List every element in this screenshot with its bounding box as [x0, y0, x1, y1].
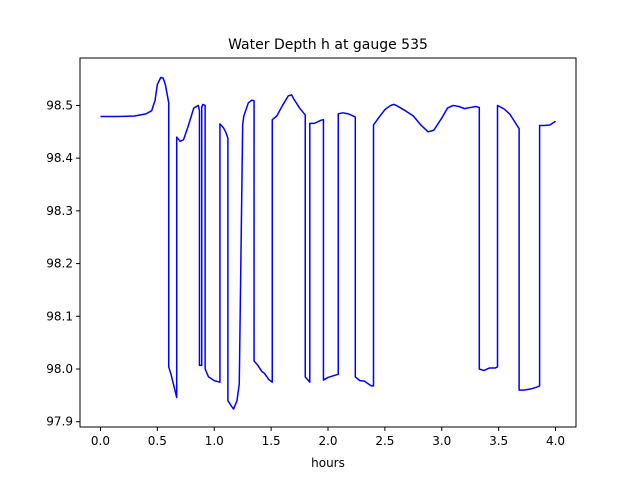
- y-tick-label: 98.5: [46, 98, 73, 112]
- x-tick-label: 2.0: [318, 434, 337, 448]
- x-tick-label: 3.0: [432, 434, 451, 448]
- series-line: [100, 76, 556, 410]
- x-axis-label: hours: [311, 456, 345, 470]
- x-tick-label: 1.0: [205, 434, 224, 448]
- y-tick-label: 97.9: [46, 415, 73, 429]
- x-axis: 0.0 0.5 1.0 1.5 2.0 2.5 3.0 3.5 4.0: [91, 427, 565, 448]
- chart-title: Water Depth h at gauge 535: [228, 37, 428, 53]
- axes-frame: [79, 57, 577, 428]
- x-tick-label: 1.5: [262, 434, 281, 448]
- y-tick-label: 98.3: [46, 204, 73, 218]
- y-axis: 97.9 98.0 98.1 98.2 98.3 98.4 98.5: [46, 98, 80, 429]
- y-tick-label: 98.0: [46, 362, 73, 376]
- x-tick-label: 4.0: [546, 434, 565, 448]
- y-tick-label: 98.1: [46, 309, 73, 323]
- x-tick-label: 0.0: [91, 434, 110, 448]
- x-tick-label: 0.5: [148, 434, 167, 448]
- y-tick-label: 98.2: [46, 257, 73, 271]
- x-tick-label: 2.5: [375, 434, 394, 448]
- y-tick-label: 98.4: [46, 151, 73, 165]
- x-tick-label: 3.5: [489, 434, 508, 448]
- plot-area: [100, 76, 556, 410]
